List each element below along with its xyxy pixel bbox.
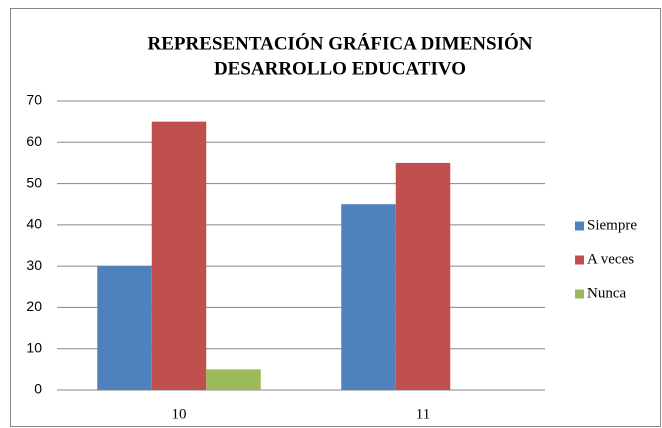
y-tick-label: 10 — [26, 339, 42, 355]
bar — [341, 204, 396, 390]
bar — [97, 266, 152, 390]
bar — [395, 162, 451, 390]
y-tick-label: 20 — [26, 298, 42, 314]
x-tick-label: 10 — [172, 406, 187, 422]
y-tick-label: 0 — [34, 381, 42, 397]
bar — [206, 369, 261, 390]
legend-swatch — [575, 255, 584, 265]
y-tick-label: 60 — [26, 133, 42, 149]
bar — [151, 121, 207, 391]
legend-swatch — [575, 221, 584, 231]
y-tick-label: 50 — [26, 174, 42, 190]
x-tick-label: 11 — [416, 406, 430, 422]
legend-label: Nunca — [587, 285, 626, 301]
chart-title: REPRESENTACIÓN GRÁFICA DIMENSIÓN — [148, 32, 533, 54]
chart-title: DESARROLLO EDUCATIVO — [214, 58, 466, 79]
y-tick-label: 40 — [26, 216, 42, 232]
legend-swatch — [575, 289, 584, 299]
y-tick-label: 70 — [26, 92, 42, 108]
legend-label: A veces — [587, 251, 634, 267]
legend-label: Siempre — [587, 217, 637, 233]
y-tick-label: 30 — [26, 257, 42, 273]
